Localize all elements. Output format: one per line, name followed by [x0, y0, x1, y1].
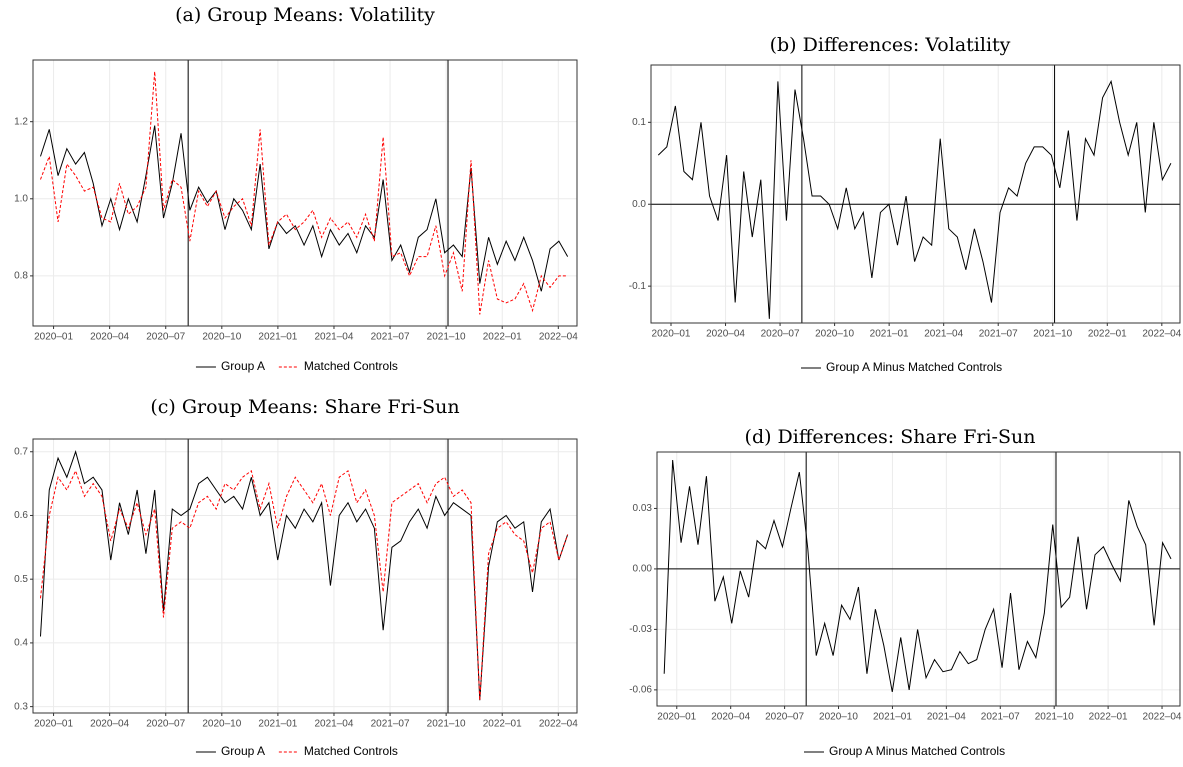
panel-title: (d) Differences: Share Fri-Sun [745, 426, 1036, 448]
y-tick-label: 1.2 [14, 116, 28, 127]
y-tick-label: 0.03 [633, 503, 653, 514]
x-tick-label: 2021–01 [258, 332, 297, 343]
legend: Group A Minus Matched Controls [801, 360, 1002, 374]
x-tick-label: 2021–10 [1035, 712, 1074, 723]
y-tick-label: -0.1 [629, 281, 647, 292]
panel-title: (a) Group Means: Volatility [175, 4, 435, 26]
x-tick-label: 2022–04 [1142, 329, 1181, 340]
y-tick-label: 0.5 [14, 574, 28, 585]
x-tick-label: 2021–07 [981, 712, 1020, 723]
x-tick-label: 2021–01 [258, 719, 297, 730]
plot-background [651, 65, 1180, 323]
x-tick-label: 2020–10 [202, 719, 241, 730]
x-tick-label: 2021–07 [371, 332, 410, 343]
plot-background [33, 60, 577, 326]
x-tick-label: 2020–07 [761, 329, 800, 340]
panel: (d) Differences: Share Fri-Sun -0.06 -0.03… [629, 426, 1182, 758]
plot-background [33, 439, 577, 713]
plot-border [32, 59, 578, 327]
legend-label: Group A [221, 744, 265, 758]
x-tick-label: 2021–01 [873, 712, 912, 723]
y-tick-label: 1.0 [14, 193, 28, 204]
x-tick-label: 2020–10 [815, 329, 854, 340]
series-line [39, 450, 569, 701]
x-tick-label: 2020–04 [706, 329, 745, 340]
x-tick-label: 2021–01 [870, 329, 909, 340]
x-tick-label: 2020–07 [765, 712, 804, 723]
y-tick-label: -0.03 [629, 624, 652, 635]
x-tick-label: 2022–01 [483, 332, 522, 343]
x-tick-label: 2022–04 [539, 332, 578, 343]
legend: Group A Matched Controls [195, 744, 398, 758]
legend: Group A Minus Matched Controls [804, 744, 1005, 758]
series-line [657, 79, 1172, 319]
series-line [663, 460, 1172, 692]
legend-label: Group A Minus Matched Controls [826, 360, 1002, 374]
x-tick-label: 2021–04 [315, 719, 354, 730]
x-tick-label: 2022–04 [539, 719, 578, 730]
y-tick-label: -0.06 [629, 685, 652, 696]
x-tick-label: 2021–04 [927, 712, 966, 723]
x-tick-label: 2021–04 [924, 329, 963, 340]
x-tick-label: 2020–07 [146, 332, 185, 343]
y-tick-label: 0.4 [14, 638, 28, 649]
x-tick-label: 2020–01 [34, 332, 73, 343]
y-tick-label: 0.00 [633, 564, 653, 575]
x-tick-label: 2020–01 [657, 712, 696, 723]
plot-background [657, 452, 1180, 706]
legend-label: Group A Minus Matched Controls [829, 744, 1005, 758]
x-tick-label: 2020–10 [819, 712, 858, 723]
x-tick-label: 2022–01 [483, 719, 522, 730]
x-tick-label: 2021–04 [315, 332, 354, 343]
panel: (b) Differences: Volatility -0.1 0.0 0.1 202… [629, 34, 1182, 374]
series-line [40, 71, 568, 315]
y-tick-label: 0.6 [14, 510, 28, 521]
x-tick-label: 2020–04 [711, 712, 750, 723]
series-line [40, 125, 569, 292]
x-tick-label: 2020–10 [202, 332, 241, 343]
x-tick-label: 2021–10 [427, 719, 466, 730]
x-tick-label: 2020–04 [90, 719, 129, 730]
legend-label: Matched Controls [304, 744, 398, 758]
y-tick-label: 0.3 [14, 701, 28, 712]
x-tick-label: 2021–10 [427, 332, 466, 343]
x-tick-label: 2022–04 [1143, 712, 1182, 723]
plot-border [650, 64, 1181, 324]
panel-title: (b) Differences: Volatility [770, 34, 1011, 56]
legend-label: Matched Controls [304, 359, 398, 373]
x-tick-label: 2022–01 [1088, 329, 1127, 340]
x-tick-label: 2021–07 [979, 329, 1018, 340]
x-tick-label: 2021–10 [1033, 329, 1072, 340]
x-tick-label: 2020–04 [90, 332, 129, 343]
plot-border [656, 451, 1181, 707]
panel-title: (c) Group Means: Share Fri-Sun [150, 396, 459, 418]
panel: (c) Group Means: Share Fri-Sun 0.3 0.4 0.5 0… [14, 396, 578, 758]
legend: Group A Matched Controls [195, 359, 398, 373]
x-tick-label: 2020–01 [652, 329, 691, 340]
legend-label: Group A [221, 359, 265, 373]
x-tick-label: 2022–01 [1089, 712, 1128, 723]
plot-border [32, 438, 578, 714]
x-tick-label: 2021–07 [371, 719, 410, 730]
y-tick-label: 0.8 [14, 271, 28, 282]
y-tick-label: 0.1 [632, 117, 646, 128]
x-tick-label: 2020–07 [146, 719, 185, 730]
y-tick-label: 0.7 [14, 446, 28, 457]
series-line [39, 469, 569, 701]
panel: (a) Group Means: Volatility 0.8 1.0 1.2 2020… [14, 4, 578, 373]
x-tick-label: 2020–01 [34, 719, 73, 730]
y-tick-label: 0.0 [632, 199, 646, 210]
